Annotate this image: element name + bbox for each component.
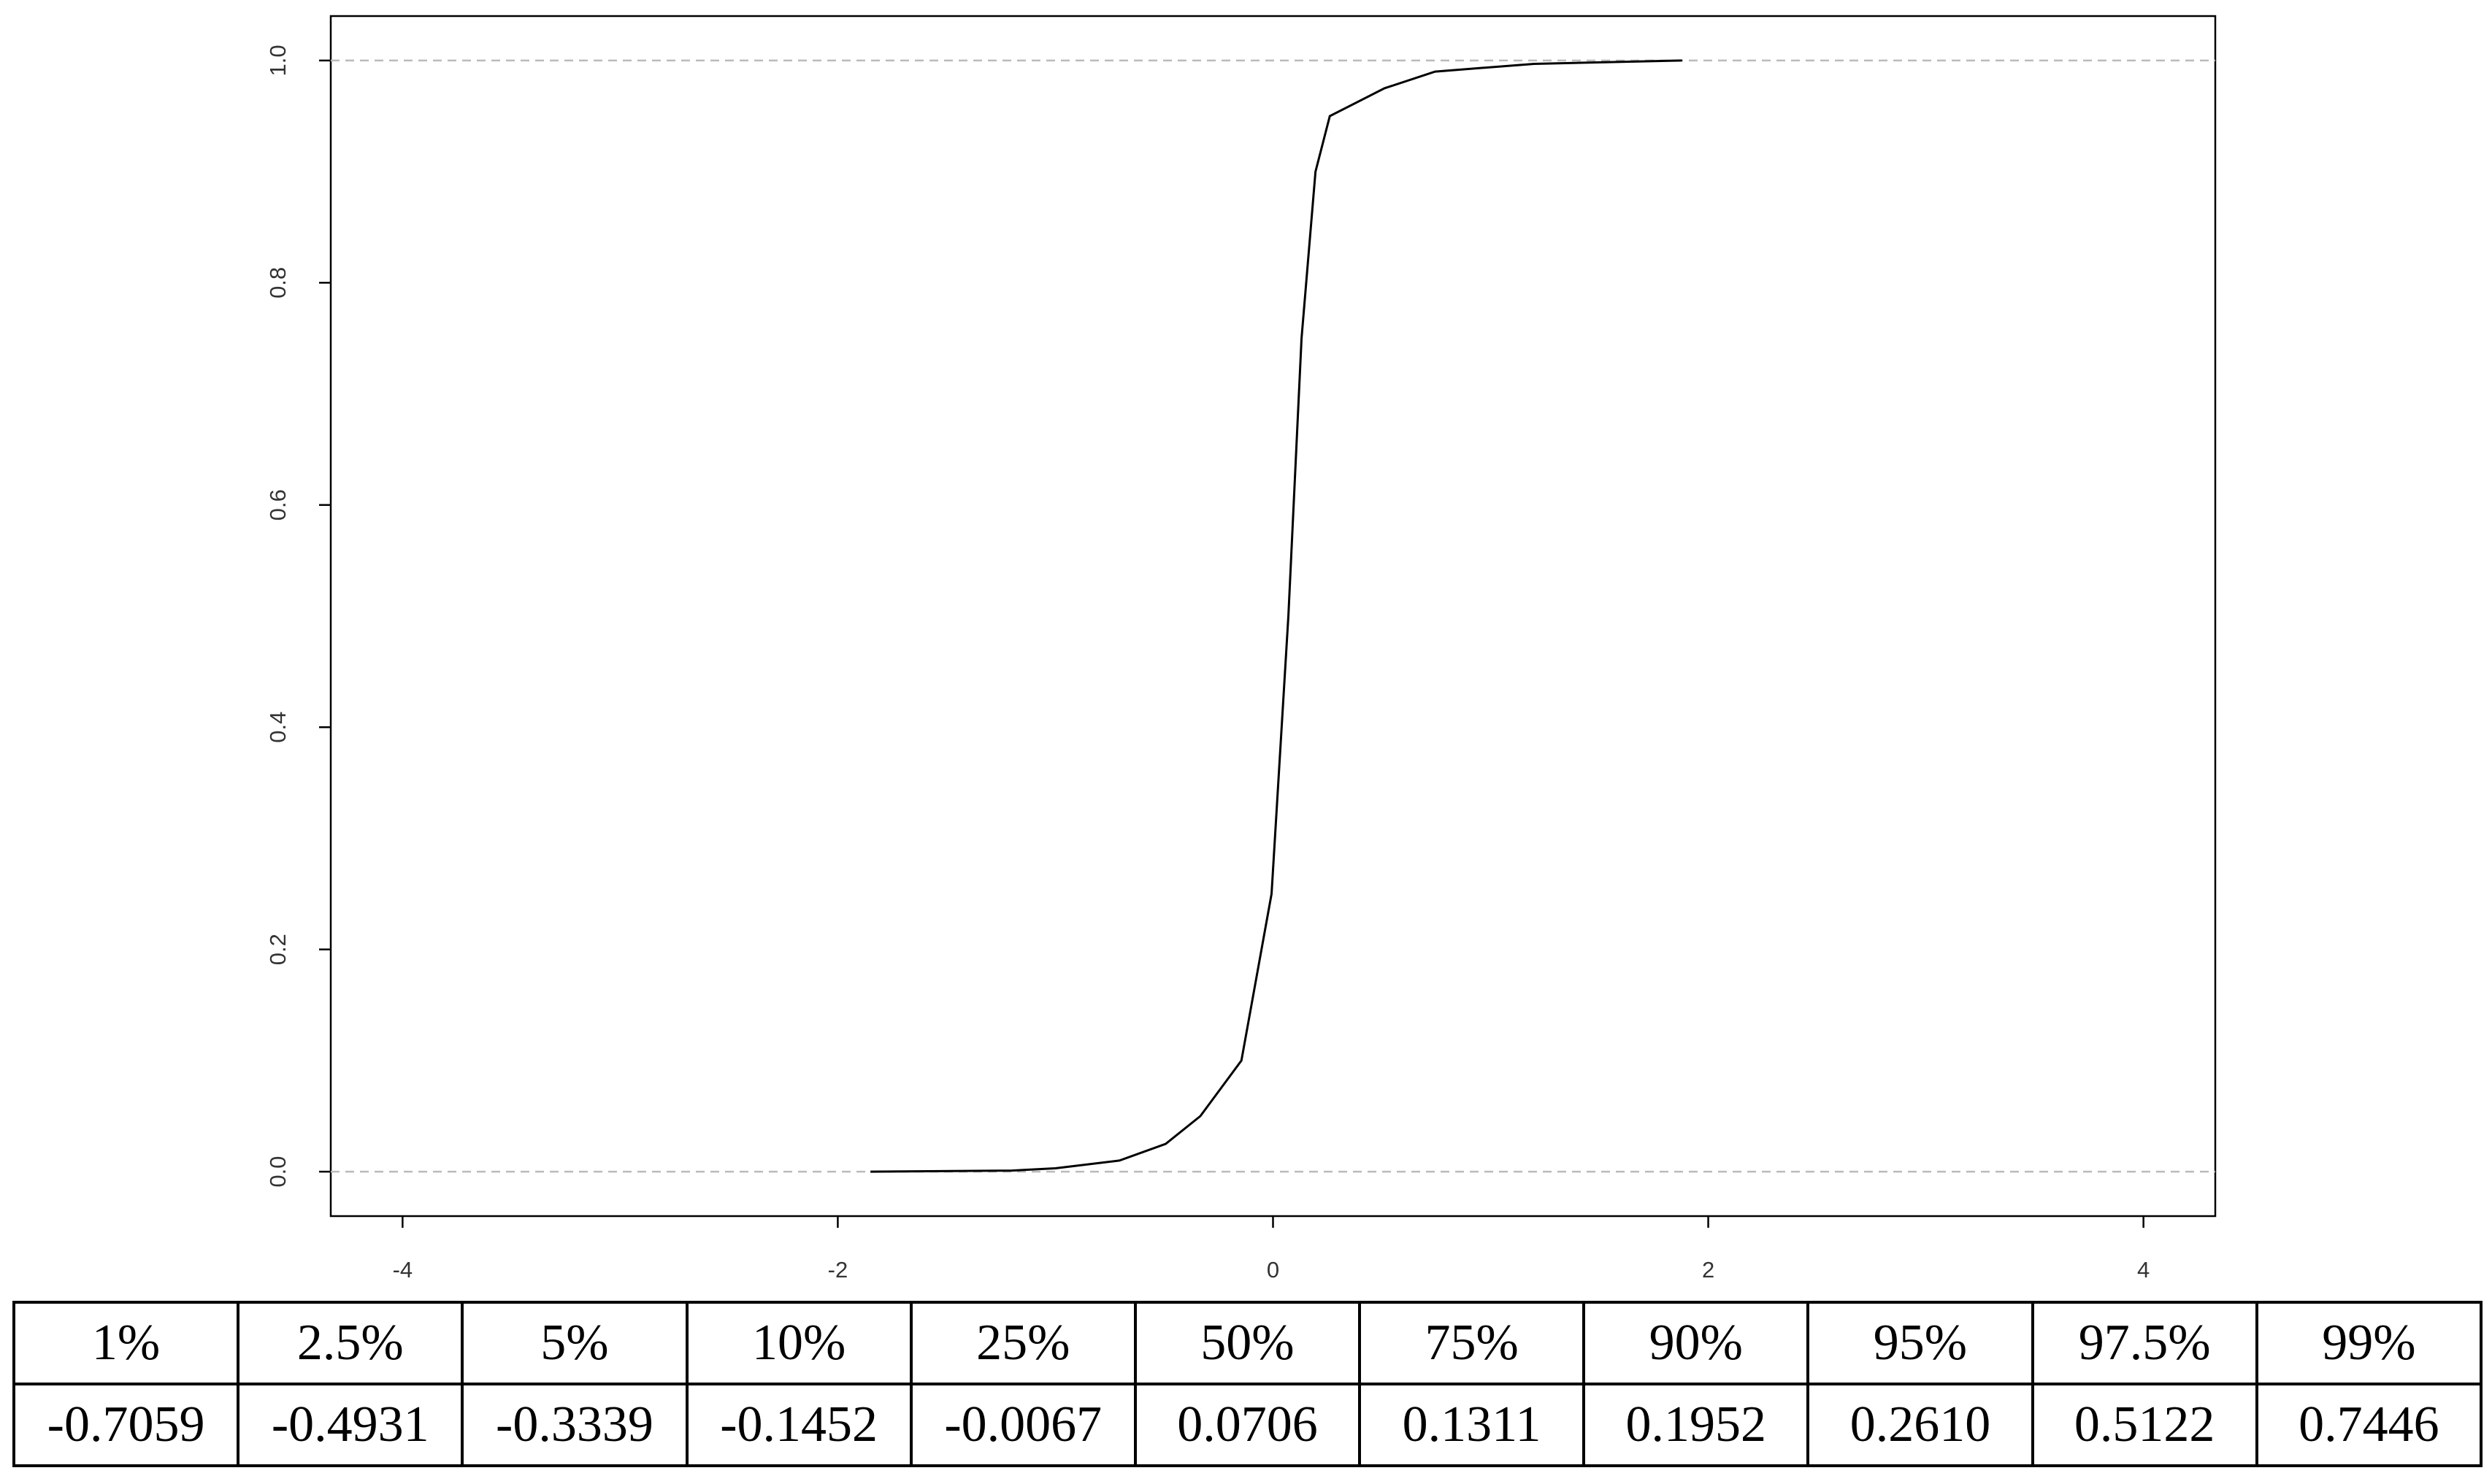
header-cell: 1% (12, 1301, 240, 1385)
x-tick-label: 2 (1702, 1257, 1714, 1283)
header-cell: 2.5% (237, 1301, 464, 1385)
plot-frame (329, 15, 2217, 1218)
header-cell: 50% (1133, 1301, 1362, 1385)
y-tick-label: 0.0 (265, 1156, 291, 1188)
y-tick-label: 0.8 (265, 267, 291, 299)
header-cell: 95% (1806, 1301, 2034, 1385)
x-tick-label: -2 (828, 1257, 848, 1283)
y-tick-label: 0.4 (265, 712, 291, 743)
header-cell: 5% (461, 1301, 689, 1385)
value-cell: 0.0706 (1133, 1383, 1362, 1467)
ecdf-line (870, 59, 1682, 1173)
x-tick-label: 4 (2137, 1257, 2150, 1283)
x-tick-label: 0 (1267, 1257, 1279, 1283)
value-cell: 0.1952 (1582, 1383, 1810, 1467)
value-cell: 0.7446 (2255, 1383, 2483, 1467)
quantile-table: 1% 2.5% 5% 10% 25% 50% 75% 90% 95% 97.5% 99% -0.70… (12, 1301, 2483, 1467)
value-cell: 0.2610 (1806, 1383, 2034, 1467)
value-cell: -0.7059 (12, 1383, 240, 1467)
header-cell: 25% (909, 1301, 1137, 1385)
header-cell: 97.5% (2031, 1301, 2258, 1385)
value-cell: -0.3339 (461, 1383, 689, 1467)
y-tick-label: 0.6 (265, 489, 291, 520)
header-cell: 10% (685, 1301, 913, 1385)
chart: -4 -2 0 2 4 0.0 0.2 0.4 0.6 0.8 1.0 (265, 15, 2217, 1283)
value-row: -0.7059 -0.4931 -0.3339 -0.1452 -0.0067 0.070… (12, 1383, 2483, 1467)
value-cell: 0.1311 (1358, 1383, 1586, 1467)
value-cell: 0.5122 (2031, 1383, 2258, 1467)
header-cell: 99% (2255, 1301, 2483, 1385)
value-cell: -0.1452 (685, 1383, 913, 1467)
header-row: 1% 2.5% 5% 10% 25% 50% 75% 90% 95% 97.5% 99% (12, 1301, 2483, 1385)
value-cell: -0.0067 (909, 1383, 1137, 1467)
y-tick-label: 0.2 (265, 934, 291, 965)
x-tick-label: -4 (393, 1257, 413, 1283)
header-cell: 75% (1358, 1301, 1586, 1385)
value-cell: -0.4931 (237, 1383, 464, 1467)
header-cell: 90% (1582, 1301, 1810, 1385)
y-tick-label: 1.0 (265, 45, 291, 76)
